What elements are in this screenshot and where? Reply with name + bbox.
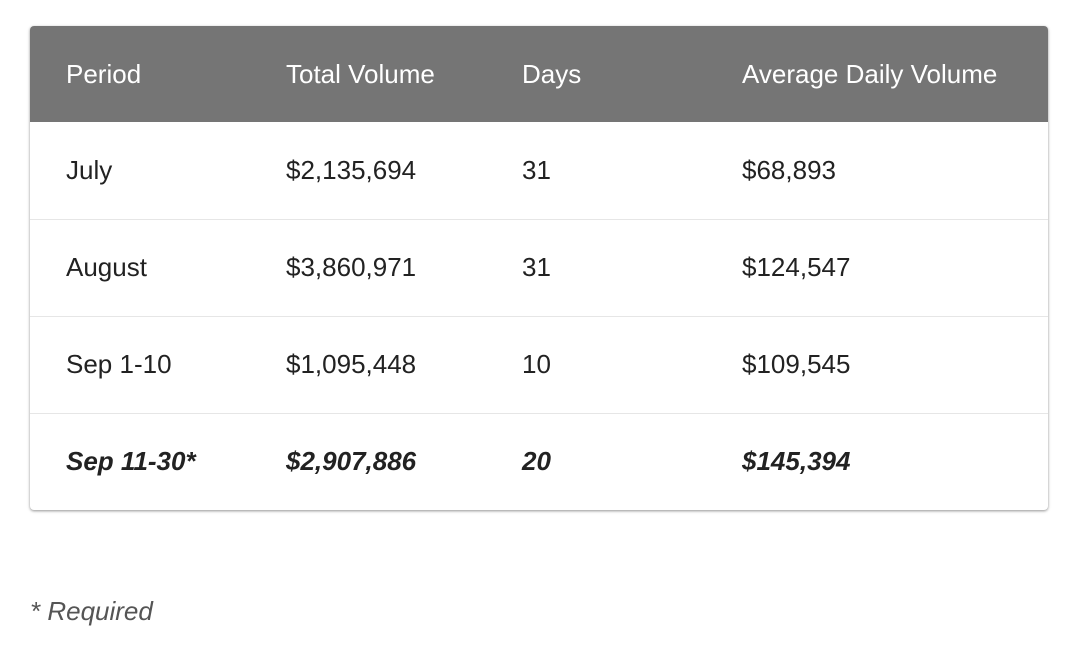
cell-average-daily-volume: $109,545: [742, 349, 851, 379]
cell-period: July: [66, 154, 113, 185]
cell-average-daily-volume: $68,893: [742, 154, 836, 185]
cell-total-volume: $2,907,886: [286, 446, 417, 477]
table-row: August $3,860,971 31 $124,547: [30, 219, 1048, 316]
cell-total-volume: $1,095,448: [286, 349, 417, 379]
table-body: July $2,135,694 31 $68,893 August $3,860…: [30, 122, 1048, 510]
header-total-volume: Total Volume: [286, 58, 435, 89]
cell-days: 31: [522, 154, 551, 185]
cell-average-daily-volume: $124,547: [742, 252, 851, 282]
cell-total-volume: $3,860,971: [286, 252, 417, 282]
header-average-daily-volume: Average Daily Volume: [742, 58, 998, 89]
cell-days: 20: [522, 446, 551, 477]
cell-period: Sep 1-10: [66, 349, 172, 379]
table-row: July $2,135,694 31 $68,893: [30, 122, 1048, 219]
header-row: Period Total Volume Days Average Daily V…: [30, 26, 1048, 122]
cell-period: August: [66, 252, 147, 282]
cell-period: Sep 11-30*: [66, 446, 196, 477]
volume-table: Period Total Volume Days Average Daily V…: [30, 26, 1048, 510]
table-header: Period Total Volume Days Average Daily V…: [30, 26, 1048, 122]
cell-total-volume: $2,135,694: [286, 154, 417, 185]
cell-average-daily-volume: $145,394: [742, 446, 851, 477]
header-period: Period: [66, 58, 142, 89]
header-days: Days: [522, 58, 582, 89]
table-row-projected: Sep 11-30* $2,907,886 20 $145,394: [30, 413, 1048, 510]
volume-table-card: Period Total Volume Days Average Daily V…: [30, 26, 1048, 510]
table-row: Sep 1-10 $1,095,448 10 $109,545: [30, 316, 1048, 413]
cell-days: 10: [522, 349, 551, 379]
footnote: * Required: [30, 596, 153, 626]
cell-days: 31: [522, 252, 551, 282]
